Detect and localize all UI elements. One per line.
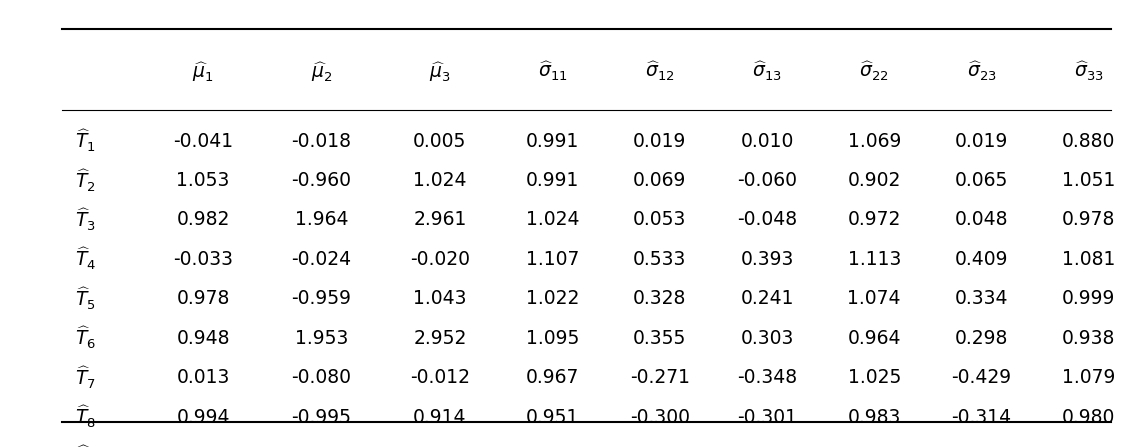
Text: 0.010: 0.010 [740, 132, 794, 151]
Text: -0.048: -0.048 [737, 211, 797, 229]
Text: 0.533: 0.533 [633, 250, 687, 269]
Text: 0.967: 0.967 [526, 368, 580, 387]
Text: $\widehat{T}_6$: $\widehat{T}_6$ [74, 325, 96, 351]
Text: 0.951: 0.951 [526, 408, 580, 426]
Text: $\widehat{T}_5$: $\widehat{T}_5$ [76, 286, 96, 312]
Text: 0.994: 0.994 [176, 408, 230, 426]
Text: 0.048: 0.048 [954, 211, 1008, 229]
Text: 0.393: 0.393 [740, 250, 794, 269]
Text: -0.018: -0.018 [291, 132, 352, 151]
Text: 0.005: 0.005 [413, 132, 467, 151]
Text: $\widehat{\mu}_1$: $\widehat{\mu}_1$ [192, 60, 214, 84]
Text: -0.314: -0.314 [951, 408, 1012, 426]
Text: -0.080: -0.080 [291, 368, 352, 387]
Text: $\widehat{T}_7$: $\widehat{T}_7$ [74, 365, 96, 391]
Text: 0.902: 0.902 [847, 171, 901, 190]
Text: 0.983: 0.983 [847, 408, 901, 426]
Text: 1.022: 1.022 [526, 289, 580, 308]
Text: 0.914: 0.914 [413, 408, 467, 426]
Text: 1.953: 1.953 [294, 329, 349, 348]
Text: 1.025: 1.025 [847, 368, 901, 387]
Text: 0.938: 0.938 [1061, 329, 1116, 348]
Text: $\widehat{\sigma}_{13}$: $\widehat{\sigma}_{13}$ [752, 60, 782, 83]
Text: 0.409: 0.409 [954, 250, 1008, 269]
Text: 0.974: 0.974 [847, 447, 901, 448]
Text: -0.429: -0.429 [951, 368, 1012, 387]
Text: 0.019: 0.019 [633, 132, 687, 151]
Text: 1.053: 1.053 [176, 171, 230, 190]
Text: $\widehat{T}_1$: $\widehat{T}_1$ [76, 128, 96, 154]
Text: 0.980: 0.980 [1061, 408, 1116, 426]
Text: -0.388: -0.388 [737, 447, 797, 448]
Text: $\widehat{T}_8$: $\widehat{T}_8$ [74, 404, 96, 430]
Text: 1.081: 1.081 [1061, 250, 1116, 269]
Text: $\widehat{T}_9$: $\widehat{T}_9$ [74, 444, 96, 448]
Text: 0.999: 0.999 [1061, 289, 1116, 308]
Text: -0.060: -0.060 [737, 171, 797, 190]
Text: 1.043: 1.043 [413, 289, 467, 308]
Text: -0.033: -0.033 [173, 250, 233, 269]
Text: 0.978: 0.978 [1061, 211, 1116, 229]
Text: 0.964: 0.964 [847, 329, 901, 348]
Text: -0.271: -0.271 [629, 368, 690, 387]
Text: $\widehat{\mu}_3$: $\widehat{\mu}_3$ [429, 60, 451, 84]
Text: 3.005: 3.005 [413, 447, 467, 448]
Text: 0.880: 0.880 [1061, 132, 1116, 151]
Text: 1.024: 1.024 [413, 171, 467, 190]
Text: 1.069: 1.069 [847, 132, 901, 151]
Text: -0.024: -0.024 [291, 250, 352, 269]
Text: 1.069: 1.069 [176, 447, 230, 448]
Text: 0.065: 0.065 [954, 171, 1008, 190]
Text: -0.012: -0.012 [409, 368, 470, 387]
Text: $\widehat{T}_4$: $\widehat{T}_4$ [74, 246, 96, 272]
Text: -0.361: -0.361 [951, 447, 1012, 448]
Text: $\widehat{\sigma}_{11}$: $\widehat{\sigma}_{11}$ [538, 60, 567, 83]
Text: 2.952: 2.952 [413, 329, 467, 348]
Text: 0.241: 0.241 [740, 289, 794, 308]
Text: 1.964: 1.964 [294, 211, 349, 229]
Text: 0.053: 0.053 [633, 211, 687, 229]
Text: 0.978: 0.978 [176, 289, 230, 308]
Text: 0.948: 0.948 [176, 329, 230, 348]
Text: 1.039: 1.039 [1061, 447, 1116, 448]
Text: 0.019: 0.019 [954, 132, 1008, 151]
Text: -0.301: -0.301 [737, 408, 797, 426]
Text: 1.024: 1.024 [526, 211, 580, 229]
Text: 0.334: 0.334 [954, 289, 1008, 308]
Text: 0.991: 0.991 [526, 171, 580, 190]
Text: 1.107: 1.107 [526, 250, 580, 269]
Text: $\widehat{\sigma}_{12}$: $\widehat{\sigma}_{12}$ [645, 60, 675, 83]
Text: 0.972: 0.972 [847, 211, 901, 229]
Text: 0.069: 0.069 [633, 171, 687, 190]
Text: 0.303: 0.303 [740, 329, 794, 348]
Text: -0.960: -0.960 [291, 171, 352, 190]
Text: $\widehat{\sigma}_{22}$: $\widehat{\sigma}_{22}$ [860, 60, 889, 83]
Text: $\widehat{\sigma}_{33}$: $\widehat{\sigma}_{33}$ [1074, 60, 1103, 83]
Text: 0.982: 0.982 [176, 211, 230, 229]
Text: $\widehat{T}_3$: $\widehat{T}_3$ [74, 207, 96, 233]
Text: 0.355: 0.355 [633, 329, 687, 348]
Text: 0.328: 0.328 [633, 289, 687, 308]
Text: 1.113: 1.113 [847, 250, 901, 269]
Text: -0.300: -0.300 [629, 408, 690, 426]
Text: 1.079: 1.079 [1061, 368, 1116, 387]
Text: $\widehat{\sigma}_{23}$: $\widehat{\sigma}_{23}$ [967, 60, 996, 83]
Text: $\widehat{\mu}_2$: $\widehat{\mu}_2$ [310, 60, 333, 84]
Text: 0.298: 0.298 [954, 329, 1008, 348]
Text: 0.013: 0.013 [176, 368, 230, 387]
Text: -0.367: -0.367 [629, 447, 690, 448]
Text: 1.074: 1.074 [847, 289, 901, 308]
Text: -0.020: -0.020 [409, 250, 470, 269]
Text: 1.119: 1.119 [526, 447, 580, 448]
Text: 1.899: 1.899 [294, 447, 349, 448]
Text: 1.095: 1.095 [526, 329, 580, 348]
Text: -0.348: -0.348 [737, 368, 797, 387]
Text: $\widehat{T}_2$: $\widehat{T}_2$ [76, 168, 96, 194]
Text: 0.991: 0.991 [526, 132, 580, 151]
Text: -0.041: -0.041 [173, 132, 233, 151]
Text: -0.959: -0.959 [291, 289, 352, 308]
Text: -0.995: -0.995 [291, 408, 352, 426]
Text: 2.961: 2.961 [413, 211, 467, 229]
Text: 1.051: 1.051 [1061, 171, 1116, 190]
